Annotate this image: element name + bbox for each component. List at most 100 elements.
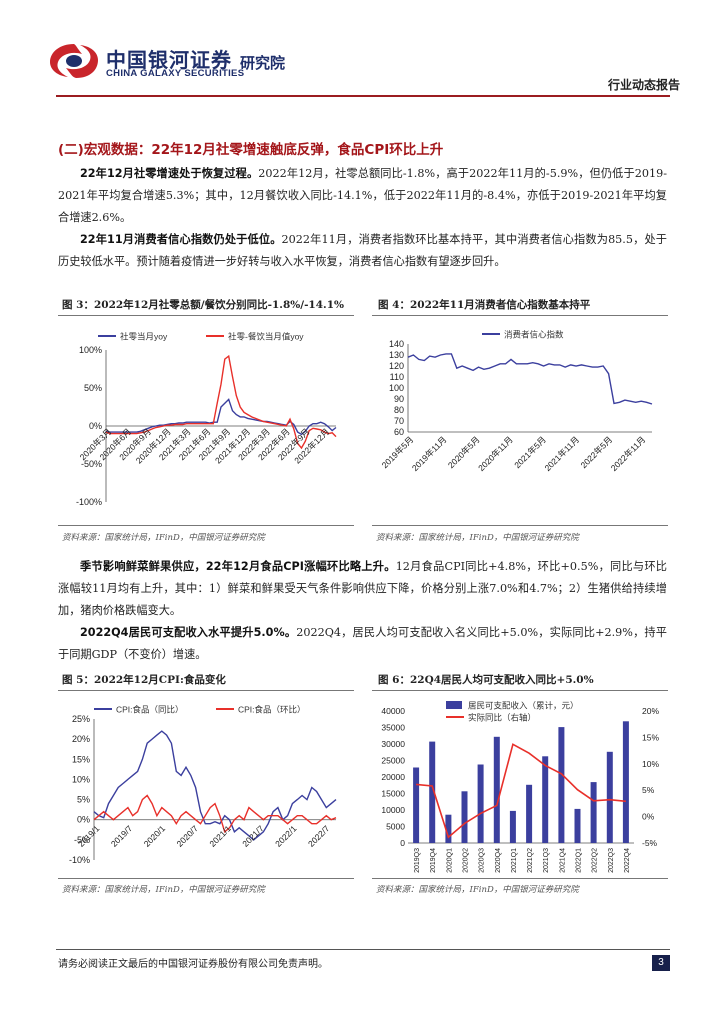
fig6-title: 图 6：22Q4居民人均可支配收入同比+5.0% bbox=[378, 674, 594, 686]
fig6-bottom-rule bbox=[372, 878, 668, 879]
y-right-tick-label: 0% bbox=[642, 812, 655, 822]
bar bbox=[574, 808, 581, 843]
y-tick-label: -5% bbox=[74, 835, 90, 845]
paragraph-income-lead: 2022Q4居民可支配收入水平提升5.0%。 bbox=[80, 626, 297, 639]
x-tick-label: 2019年11月 bbox=[410, 434, 449, 473]
legend-label-0: 消费者信心指数 bbox=[504, 330, 564, 340]
y-tick-label: 120 bbox=[389, 361, 404, 371]
series-line-1 bbox=[105, 354, 337, 450]
y-right-tick-label: 20% bbox=[642, 706, 659, 716]
fig6-title-rule bbox=[372, 690, 668, 691]
paragraph-retail-lead: 22年12月社零增速处于恢复过程。 bbox=[80, 167, 259, 180]
y-tick-label: 20% bbox=[72, 734, 90, 744]
x-tick-label: 2020Q2 bbox=[463, 848, 470, 873]
legend-label-0: 社零当月yoy bbox=[120, 332, 168, 342]
fig3-source: 资料来源：国家统计局，IFinD，中国银河证券研究院 bbox=[62, 533, 265, 543]
fig5-title: 图 5：2022年12月CPI:食品变化 bbox=[62, 674, 226, 686]
x-tick-label: 2019Q3 bbox=[414, 848, 421, 873]
x-tick-label: 2021年11月 bbox=[542, 434, 581, 473]
fig5-source: 资料来源：国家统计局，IFinD，中国银河证券研究院 bbox=[62, 885, 265, 895]
y-tick-label: 60 bbox=[394, 427, 404, 437]
bar bbox=[493, 736, 500, 843]
galaxy-logo-icon bbox=[50, 44, 98, 78]
y-tick-label: 25% bbox=[72, 714, 90, 724]
fig4-source: 资料来源：国家统计局，IFinD，中国银河证券研究院 bbox=[376, 533, 579, 543]
footer-disclaimer: 请务必阅读正文最后的中国银河证券股份有限公司免责声明。 bbox=[58, 959, 328, 970]
fig6-chart: 居民可支配收入（累计，元） 实际同比（右轴） 40000 35000 30000 2500… bbox=[381, 701, 659, 873]
y-tick-label: 15000 bbox=[381, 789, 405, 799]
paragraph-confidence: 22年11月消费者信心指数仍处于低位。2022年11月，消费者指数环比基本持平，… bbox=[58, 229, 667, 273]
y-tick-label: -10% bbox=[69, 855, 90, 865]
bar bbox=[477, 764, 484, 843]
fig3-chart: 社零当月yoy 社零-餐饮当月值yoy100%50%0%-50%-100%2020… bbox=[76, 332, 337, 507]
legend-label-0: CPI:食品（同比） bbox=[116, 705, 184, 715]
institute-label: 研究院 bbox=[240, 54, 286, 72]
bar bbox=[429, 741, 436, 843]
legend-swatch-0 bbox=[446, 701, 462, 709]
x-tick-label: 2020/7 bbox=[175, 823, 201, 849]
y-tick-label: 50% bbox=[84, 383, 102, 393]
x-tick-label: 2022/7 bbox=[306, 823, 332, 849]
bar bbox=[413, 767, 420, 843]
legend-label-1: 实际同比（右轴） bbox=[468, 713, 536, 723]
y-tick-label: 20000 bbox=[381, 772, 405, 782]
series-line-1 bbox=[416, 743, 626, 839]
x-tick-label: 2021Q4 bbox=[559, 848, 566, 873]
footer-rule bbox=[56, 949, 670, 950]
paragraph-retail: 22年12月社零增速处于恢复过程。2022年12月，社零总额同比-1.8%，高于… bbox=[58, 163, 667, 229]
bar bbox=[590, 782, 597, 843]
paragraph-income-body: 2022Q4，居民人均可支配收入名义同比+5.0%，实际同比+2.9%，持平于同… bbox=[58, 626, 667, 661]
paragraph-food-cpi: 季节影响鲜菜鲜果供应，22年12月食品CPI涨幅环比略上升。12月食品CPI同比… bbox=[58, 556, 667, 622]
fig3-title-rule bbox=[58, 315, 354, 316]
bar bbox=[606, 751, 613, 843]
series-line-0 bbox=[407, 353, 653, 405]
fig4-title-rule bbox=[372, 315, 668, 316]
y-tick-label: -100% bbox=[76, 497, 102, 507]
x-tick-label: 2020年11月 bbox=[476, 434, 515, 473]
bar bbox=[526, 784, 533, 843]
bar bbox=[509, 810, 516, 843]
bar bbox=[461, 791, 468, 843]
legend-label-1: CPI:食品（环比） bbox=[238, 705, 306, 715]
fig4-chart: 消费者信心指数140130120110100908070602019年5月201… bbox=[380, 330, 653, 473]
x-tick-label: 2021/1 bbox=[207, 823, 233, 849]
y-tick-label: 100% bbox=[79, 345, 102, 355]
report-type: 行业动态报告 bbox=[608, 78, 681, 92]
y-tick-label: 0% bbox=[77, 815, 90, 825]
y-tick-label: 80 bbox=[394, 405, 404, 415]
fig5-bottom-rule bbox=[58, 878, 354, 879]
y-tick-label: 140 bbox=[389, 339, 404, 349]
y-tick-label: 5000 bbox=[386, 822, 405, 832]
x-tick-label: 2022/1 bbox=[273, 823, 299, 849]
y-tick-label: 130 bbox=[389, 350, 404, 360]
x-tick-label: 2022Q4 bbox=[624, 848, 631, 873]
y-right-tick-label: 15% bbox=[642, 732, 659, 742]
bar bbox=[622, 721, 629, 843]
y-tick-label: 10000 bbox=[381, 805, 405, 815]
series-line-1 bbox=[93, 794, 337, 834]
y-right-tick-label: 10% bbox=[642, 759, 659, 769]
x-tick-label: 2019/7 bbox=[109, 823, 135, 849]
fig4-title: 图 4：2022年11月消费者信心指数基本持平 bbox=[378, 299, 591, 311]
fig4-bottom-rule bbox=[372, 525, 668, 526]
x-tick-label: 2020/1 bbox=[142, 823, 168, 849]
x-tick-label: 2019Q4 bbox=[430, 848, 437, 873]
paragraph-confidence-body: 2022年11月，消费者指数环比基本持平，其中消费者信心指数为85.5，处于历史… bbox=[58, 233, 667, 268]
x-tick-label: 2021Q2 bbox=[527, 848, 534, 873]
x-tick-label: 2021Q3 bbox=[543, 848, 550, 873]
fig6-source: 资料来源：国家统计局，IFinD，中国银河证券研究院 bbox=[376, 885, 579, 895]
x-tick-label: 2020Q3 bbox=[479, 848, 486, 873]
y-tick-label: 5% bbox=[77, 795, 90, 805]
y-tick-label: 25000 bbox=[381, 756, 405, 766]
paragraph-food-cpi-lead: 季节影响鲜菜鲜果供应，22年12月食品CPI涨幅环比略上升。 bbox=[80, 560, 396, 573]
x-tick-label: 2020Q1 bbox=[446, 848, 453, 873]
fig3-bottom-rule bbox=[58, 525, 354, 526]
paragraph-income: 2022Q4居民可支配收入水平提升5.0%。2022Q4，居民人均可支配收入名义… bbox=[58, 622, 667, 666]
x-tick-label: 2020Q4 bbox=[495, 848, 502, 873]
y-tick-label: 40000 bbox=[381, 706, 405, 716]
y-tick-label: 15% bbox=[72, 754, 90, 764]
fig5-chart: CPI:食品（同比） CPI:食品（环比） 25% 20% 15% 10% 5% 0% -5% -… bbox=[69, 705, 337, 865]
y-tick-label: 90 bbox=[394, 394, 404, 404]
legend-label-0: 居民可支配收入（累计，元） bbox=[468, 701, 579, 711]
x-tick-label: 2021/7 bbox=[240, 823, 266, 849]
